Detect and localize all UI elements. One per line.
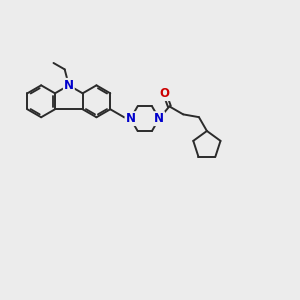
Text: N: N bbox=[64, 79, 74, 92]
Text: N: N bbox=[154, 112, 164, 125]
Text: O: O bbox=[160, 87, 170, 100]
Text: N: N bbox=[125, 112, 136, 125]
